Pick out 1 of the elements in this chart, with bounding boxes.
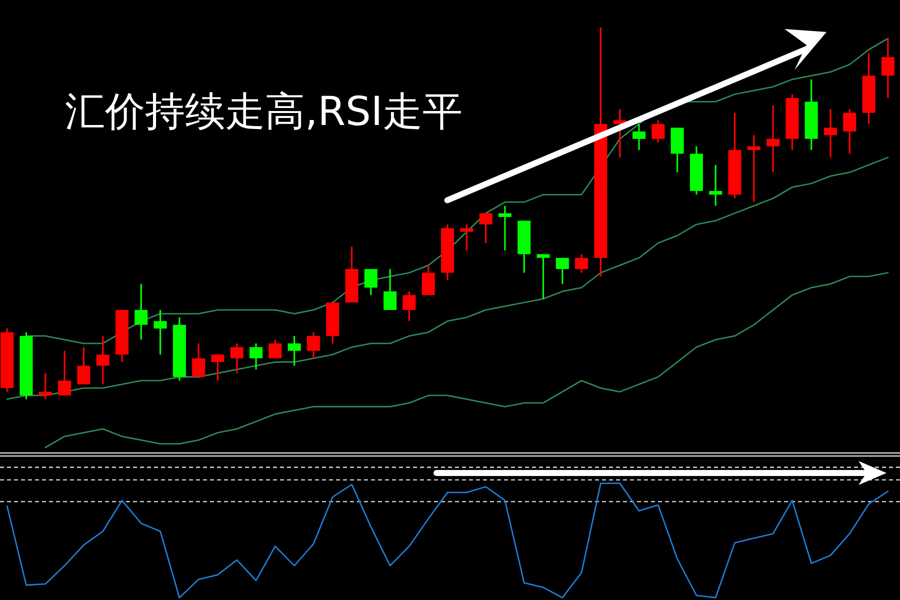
annotation: 汇价持续走高,RSI走平 [65,89,463,135]
